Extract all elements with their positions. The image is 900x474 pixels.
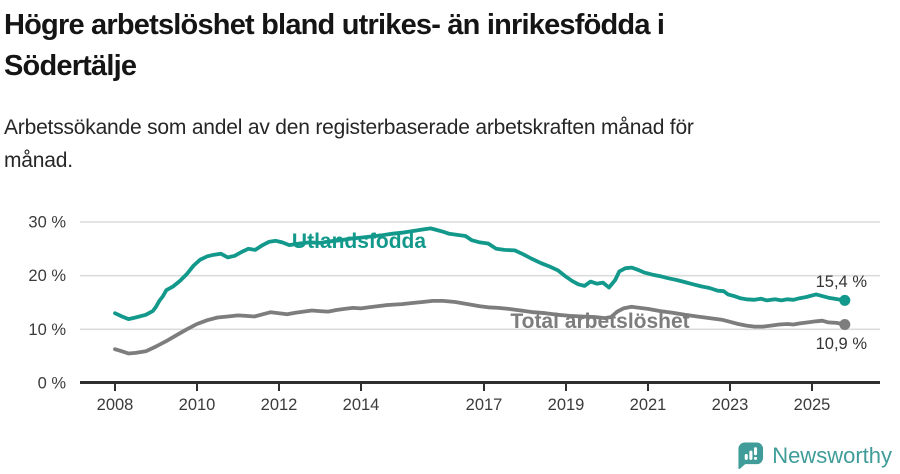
logo-exclamation-bar (754, 447, 758, 456)
series-end-dot-0 (839, 294, 851, 306)
x-tick-label: 2010 (179, 396, 216, 414)
y-tick-label: 20 % (28, 267, 66, 285)
logo-bar-short (744, 454, 748, 460)
logo-exclamation-dot (754, 457, 758, 460)
page-title: Högre arbetslöshet bland utrikes- än inr… (4, 9, 665, 82)
series-line-0 (113, 226, 847, 322)
brand-logo: Newsworthy (737, 441, 892, 470)
y-tick-label: 10 % (28, 321, 66, 339)
x-tick-label: 2025 (794, 396, 831, 414)
x-tick-label: 2017 (466, 396, 503, 414)
page-subtitle: Arbetssökande som andel av den registerb… (4, 116, 694, 172)
end-value-label-0: 15,4 % (816, 273, 868, 291)
x-tick-label: 2019 (548, 396, 585, 414)
chart-header: Högre arbetslöshet bland utrikes- än inr… (4, 5, 888, 177)
end-value-label-1: 10,9 % (816, 335, 868, 353)
newsworthy-icon (738, 442, 764, 470)
gridlines (80, 221, 880, 331)
x-tick-label: 2023 (712, 396, 749, 414)
y-axis-labels: 0 % 10 % 20 % 30 % (28, 213, 66, 392)
logo-bar-tall (749, 450, 753, 460)
series-label-1: Total arbetslöshet (510, 310, 689, 333)
series-end-dot-1 (839, 319, 851, 330)
x-axis-ticks: 2008 2010 2012 2014 2017 2019 2021 2023 2025 (97, 383, 831, 414)
x-tick-label: 2021 (630, 396, 667, 414)
x-tick-label: 2014 (343, 396, 380, 414)
series-line-1 (113, 298, 847, 356)
x-tick-label: 2012 (261, 396, 298, 414)
y-tick-label: 0 % (38, 375, 67, 393)
y-tick-label: 30 % (28, 213, 66, 231)
x-tick-label: 2008 (97, 396, 134, 414)
series-label-0: Utlandsfödda (292, 230, 426, 253)
brand-name: Newsworthy (772, 442, 892, 468)
